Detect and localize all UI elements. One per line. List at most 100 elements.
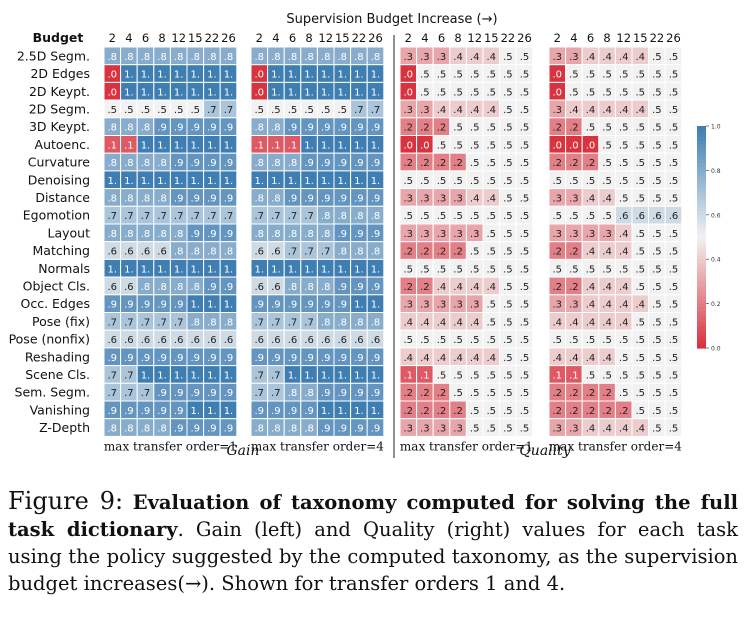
- cell-value-label: .9: [207, 229, 217, 240]
- cell-value-label: .0: [255, 87, 265, 98]
- budget-tick-label: 12: [467, 31, 482, 45]
- cell-value-label: .5: [636, 335, 646, 346]
- cell-value-label: .6: [224, 335, 234, 346]
- cell-value-label: .5: [487, 424, 497, 435]
- cell-value-label: .9: [338, 282, 348, 293]
- cell-value-label: .9: [141, 353, 151, 364]
- cell-value-label: 1.: [191, 406, 201, 417]
- cell-value-label: .3: [453, 229, 463, 240]
- cell-value-label: 1.: [288, 176, 298, 187]
- cell-value-label: .9: [224, 229, 234, 240]
- cell-value-label: .8: [288, 282, 298, 293]
- colorbar: 1.0 0.8 0.6 0.4 0.2 0.0: [697, 124, 721, 353]
- cell-value-label: 1.: [157, 140, 167, 151]
- cell-value-label: 1.: [371, 87, 381, 98]
- cell-value-label: .7: [255, 370, 265, 381]
- cell-value-label: 1.: [108, 176, 118, 187]
- cell-value-label: .5: [503, 105, 513, 116]
- cell-value-label: 1.: [224, 87, 234, 98]
- budget-tick-label: 4: [125, 31, 132, 45]
- colorbar-segment: [697, 225, 706, 231]
- cell-value-label: .9: [371, 193, 381, 204]
- cell-value-label: .8: [271, 123, 281, 134]
- cell-value-label: 1.: [321, 140, 331, 151]
- cell-value-label: 1.: [288, 70, 298, 81]
- cell-value-label: .1: [553, 370, 563, 381]
- cell-value-label: .5: [636, 229, 646, 240]
- task-label: Scene Cls.: [25, 367, 90, 382]
- cell-value-label: .8: [304, 388, 314, 399]
- cell-value-label: .6: [255, 247, 265, 258]
- cell-value-label: .5: [420, 211, 430, 222]
- cell-value-label: .5: [503, 353, 513, 364]
- cell-value-label: .3: [420, 300, 430, 311]
- cell-value-label: .8: [371, 317, 381, 328]
- cell-value-label: .9: [271, 300, 281, 311]
- cell-value-label: .9: [174, 353, 184, 364]
- cell-value-label: .4: [453, 105, 463, 116]
- cell-value-label: .5: [652, 70, 662, 81]
- cell-value-label: .5: [503, 247, 513, 258]
- cell-value-label: .5: [470, 70, 480, 81]
- cell-value-label: .4: [453, 317, 463, 328]
- task-label: 2D Keypt.: [29, 84, 90, 99]
- cell-value-label: .5: [453, 335, 463, 346]
- cell-value-label: .9: [174, 123, 184, 134]
- cell-value-label: .7: [124, 370, 134, 381]
- cell-value-label: .5: [636, 140, 646, 151]
- cell-value-label: 1.: [354, 140, 364, 151]
- cell-value-label: .5: [619, 335, 629, 346]
- cell-value-label: .0: [404, 87, 414, 98]
- cell-value-label: .5: [420, 264, 430, 275]
- cell-value-label: .2: [569, 158, 579, 169]
- cell-value-label: .6: [636, 211, 646, 222]
- colorbar-segment: [697, 325, 706, 331]
- cell-value-label: 1.: [124, 264, 134, 275]
- cell-value-label: .2: [437, 158, 447, 169]
- cell-value-label: .9: [224, 193, 234, 204]
- cell-value-label: .9: [191, 424, 201, 435]
- cell-value-label: .4: [619, 282, 629, 293]
- cell-value-label: .3: [453, 424, 463, 435]
- cell-value-label: .5: [669, 388, 679, 399]
- cell-value-label: 1.: [141, 176, 151, 187]
- cell-value-label: .5: [669, 300, 679, 311]
- cell-value-label: .5: [520, 353, 530, 364]
- cell-value-label: .5: [453, 70, 463, 81]
- colorbar-tick-label: 0.8: [711, 168, 721, 175]
- cell-value-label: 1.: [191, 140, 201, 151]
- cell-value-label: .5: [520, 424, 530, 435]
- cell-value-label: .5: [437, 264, 447, 275]
- cell-value-label: .5: [437, 70, 447, 81]
- cell-value-label: .9: [371, 229, 381, 240]
- cell-value-label: .9: [371, 123, 381, 134]
- cell-value-label: 1.: [255, 264, 265, 275]
- cell-value-label: .4: [602, 247, 612, 258]
- cell-value-label: 1.: [371, 140, 381, 151]
- cell-value-label: .8: [141, 229, 151, 240]
- cell-value-label: .5: [520, 370, 530, 381]
- colorbar-segment: [697, 292, 706, 297]
- cell-value-label: .0: [108, 87, 118, 98]
- cell-value-label: .4: [586, 52, 596, 63]
- cell-value-label: .4: [470, 52, 480, 63]
- colorbar-segment: [697, 214, 706, 220]
- cell-value-label: 1.: [321, 87, 331, 98]
- cell-value-label: 1.: [207, 176, 217, 187]
- budget-tick-label: 26: [666, 31, 681, 45]
- cell-value-label: .3: [470, 300, 480, 311]
- cell-value-label: .5: [503, 52, 513, 63]
- cell-value-label: .5: [470, 176, 480, 187]
- colorbar-tick-label: 0.4: [711, 257, 721, 264]
- budget-tick-label: 6: [142, 31, 149, 45]
- cell-value-label: .5: [470, 335, 480, 346]
- cell-value-label: .7: [354, 105, 364, 116]
- cell-value-label: .5: [669, 193, 679, 204]
- cell-value-label: .5: [602, 140, 612, 151]
- cell-value-label: 1.: [338, 140, 348, 151]
- cell-value-label: .1: [108, 140, 118, 151]
- cell-value-label: .5: [487, 123, 497, 134]
- cell-value-label: .2: [553, 123, 563, 134]
- budget-tick-label: 4: [421, 31, 428, 45]
- colorbar-segment: [697, 203, 706, 208]
